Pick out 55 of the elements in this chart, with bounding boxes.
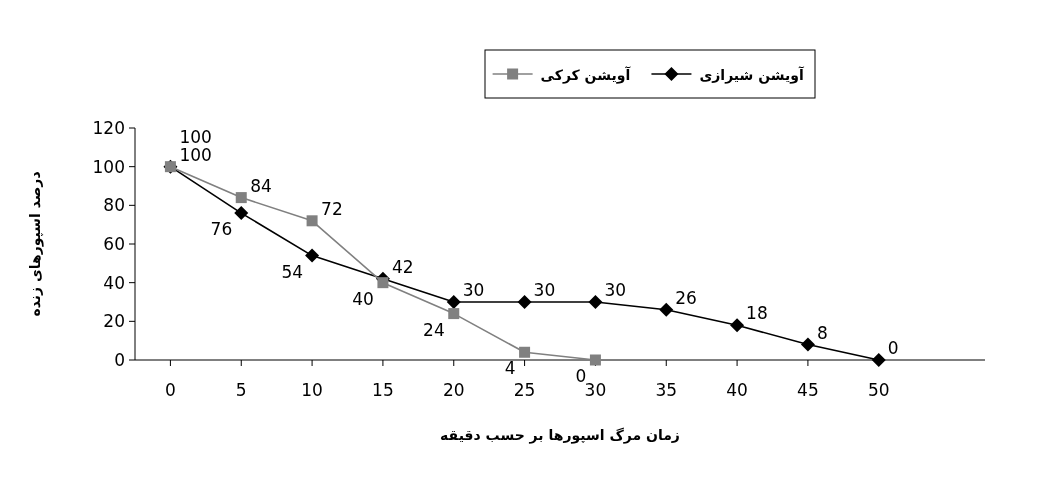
point <box>800 337 815 352</box>
point <box>730 318 745 333</box>
point <box>588 295 603 309</box>
data-label: 0 <box>575 366 587 386</box>
y-tick-label: 40 <box>103 272 125 293</box>
data-label: 0 <box>887 338 899 358</box>
data-label: 42 <box>391 256 414 277</box>
point <box>659 302 674 317</box>
point <box>519 346 531 358</box>
point <box>234 206 249 221</box>
y-tick-label: 120 <box>92 118 125 138</box>
point <box>377 277 389 289</box>
x-tick-label: 5 <box>235 380 247 400</box>
point <box>305 248 320 263</box>
y-tick-label: 20 <box>103 311 125 332</box>
y-axis-title: درصد اسپورهای زنده <box>27 171 44 317</box>
data-label: 54 <box>281 261 304 282</box>
data-label: 100 <box>179 144 212 165</box>
x-tick-label: 30 <box>584 380 607 400</box>
x-tick-label: 10 <box>301 380 323 400</box>
y-tick-label: 0 <box>114 350 125 370</box>
y-tick-label: 80 <box>103 195 125 216</box>
y-tick-label: 100 <box>92 156 125 177</box>
point <box>448 308 460 320</box>
point <box>306 215 318 227</box>
data-label: 30 <box>462 280 485 300</box>
point <box>589 354 601 366</box>
point <box>871 353 886 367</box>
x-tick-label: 25 <box>513 380 536 400</box>
data-label: 24 <box>423 319 445 340</box>
x-tick-label: 15 <box>372 380 394 400</box>
data-label: 30 <box>533 280 556 300</box>
data-label: 76 <box>210 219 233 240</box>
point <box>517 295 532 309</box>
data-label: 8 <box>816 322 828 343</box>
point <box>235 192 247 204</box>
data-label: 84 <box>250 175 272 196</box>
data-label: 30 <box>604 280 627 300</box>
data-label: 4 <box>504 358 516 379</box>
x-tick-label: 40 <box>726 380 748 400</box>
data-label: 26 <box>675 287 697 308</box>
x-axis-title: زمان مرگ اسپورها بر حسب دقیقه <box>440 427 680 444</box>
data-label: 18 <box>746 303 768 324</box>
data-label: 100 <box>179 126 212 147</box>
legend-label: آویشن کرکی <box>540 66 632 84</box>
point <box>446 295 461 309</box>
data-label: 40 <box>352 288 374 309</box>
legend-label: آویشن شیرازی <box>699 66 805 84</box>
x-tick-label: 45 <box>797 380 819 400</box>
x-tick-label: 20 <box>442 380 465 400</box>
x-tick-label: 35 <box>655 380 678 400</box>
x-tick-label: 0 <box>165 380 176 400</box>
y-tick-label: 60 <box>103 234 125 254</box>
data-label: 72 <box>321 198 343 219</box>
x-tick-label: 50 <box>867 380 890 400</box>
